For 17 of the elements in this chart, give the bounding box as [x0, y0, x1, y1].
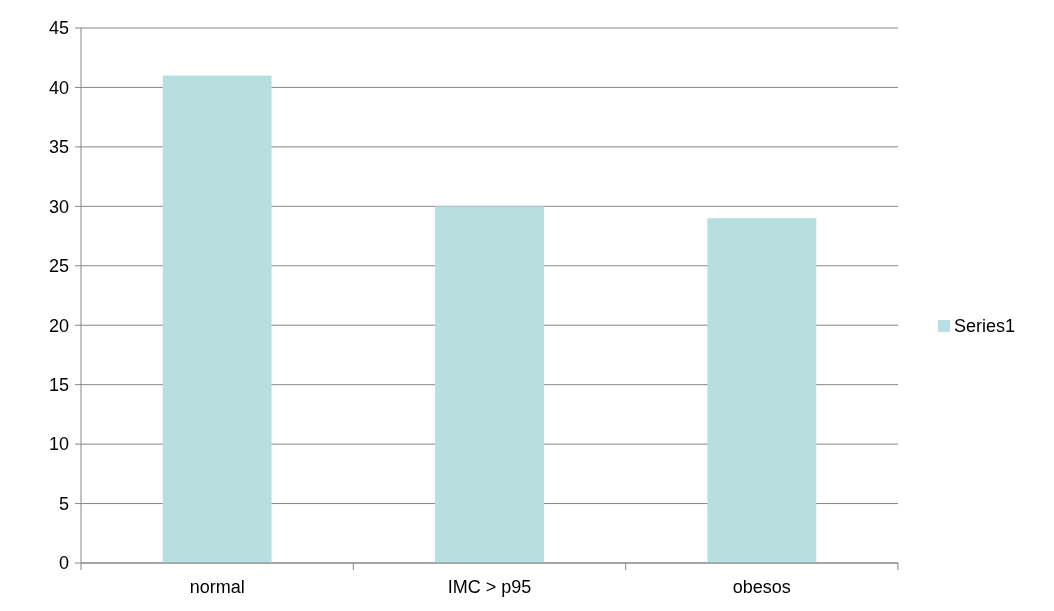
y-tick-label: 30	[48, 196, 69, 217]
x-tick-label: normal	[189, 577, 245, 597]
y-tick-label: 40	[48, 77, 69, 98]
y-tick-label: 25	[48, 256, 69, 277]
y-tick-label: 5	[58, 493, 69, 514]
legend-label: Series1	[954, 316, 1016, 337]
y-tick-label: 45	[48, 18, 69, 39]
y-tick-label: 15	[48, 374, 69, 395]
bar	[162, 75, 272, 563]
y-tick-label: 20	[48, 315, 69, 336]
x-tick-label: IMC > p95	[447, 577, 532, 597]
bar	[707, 218, 817, 563]
y-tick-label: 0	[58, 553, 69, 574]
y-tick-label: 10	[48, 434, 69, 455]
bar	[435, 206, 544, 563]
x-tick-label: obesos	[732, 577, 791, 597]
y-tick-label: 35	[48, 137, 69, 158]
